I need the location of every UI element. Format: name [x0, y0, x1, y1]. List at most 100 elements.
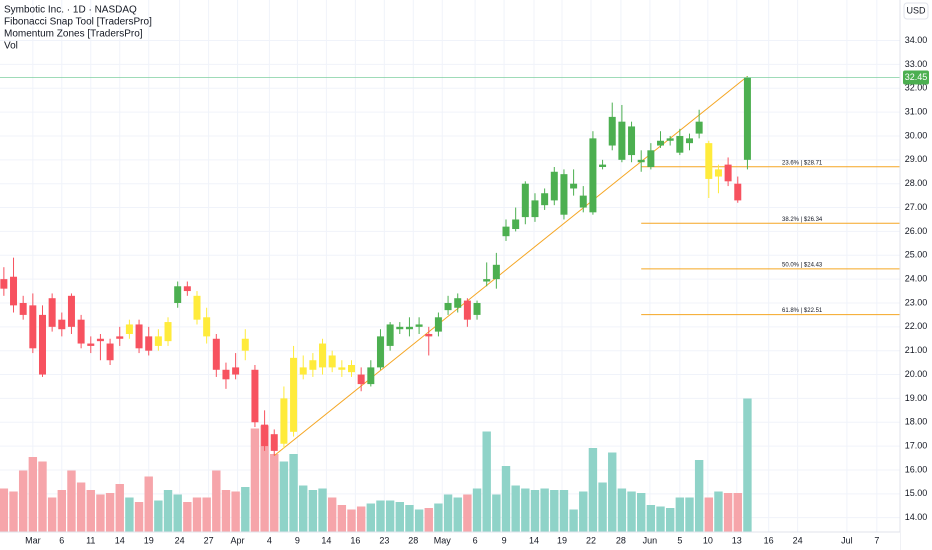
candle-body	[463, 300, 471, 320]
x-tick-label: 9	[502, 535, 507, 545]
y-tick-label: 29.00	[905, 154, 928, 164]
candle-body	[743, 77, 751, 160]
volume-bar	[492, 494, 501, 532]
y-tick-label: 17.00	[905, 440, 928, 450]
y-tick-label: 26.00	[905, 226, 928, 236]
candle-body	[734, 183, 742, 201]
candle-body	[444, 302, 452, 311]
candle-body	[77, 319, 85, 344]
volume-bar	[511, 485, 520, 532]
candle-body	[280, 398, 288, 444]
volume-bar	[704, 497, 713, 532]
candle-body	[473, 302, 481, 315]
volume-bar	[598, 482, 607, 532]
candle-body	[724, 164, 732, 182]
candle-body	[183, 286, 191, 292]
volume-bar	[105, 493, 115, 532]
candle-body	[550, 171, 558, 201]
candle-body	[415, 324, 423, 327]
volume-bar	[231, 491, 240, 532]
candle-body	[58, 319, 66, 330]
candle-body	[357, 374, 365, 385]
volume-bar	[395, 502, 404, 532]
volume-bar	[115, 484, 124, 532]
fib-label: 38.2% | $26.34	[782, 217, 823, 223]
volume-bar	[453, 497, 462, 532]
volume-bar	[356, 506, 366, 532]
chart-title: Symbotic Inc. · 1D · NASDAQ	[4, 5, 137, 16]
x-tick-label: 27	[204, 535, 214, 545]
plot-area: 23.6% | $28.71 38.2% | $26.34 50.0% | $24.…	[0, 0, 900, 532]
candle-body	[193, 295, 201, 320]
volume-bar	[540, 488, 549, 532]
candle-body	[67, 295, 75, 327]
candle-body	[145, 336, 153, 351]
x-tick-label: 28	[616, 535, 626, 545]
volume-bar	[279, 461, 289, 532]
price-label: 32.45	[905, 72, 928, 82]
volume-bar	[327, 497, 337, 532]
candle-body	[502, 226, 510, 237]
candle-body	[251, 369, 259, 423]
volume-bar	[299, 485, 308, 532]
candle-body	[48, 298, 56, 327]
volume-bar	[443, 494, 453, 532]
candle-body	[116, 336, 124, 339]
volume-bar	[646, 505, 656, 532]
x-tick-label: 22	[586, 535, 596, 545]
x-tick-label: 14	[321, 535, 331, 545]
candle-body	[676, 135, 684, 153]
candle-body	[637, 159, 645, 163]
x-tick-label: 4	[267, 535, 272, 545]
candle-body	[106, 343, 114, 361]
candle-body	[261, 424, 269, 447]
indicator-label: Momentum Zones [TradersPro]	[4, 29, 143, 40]
candle-body	[10, 276, 18, 306]
volume-bar	[366, 503, 376, 532]
y-tick-label: 25.00	[905, 250, 928, 260]
candle-body	[531, 200, 539, 218]
fib-label: 50.0% | $24.43	[782, 262, 823, 268]
volume-bar	[221, 490, 231, 532]
candle-body	[376, 336, 384, 368]
x-tick-label: 23	[379, 535, 389, 545]
candle-body	[87, 343, 95, 346]
volume-bar	[733, 493, 742, 532]
candle-body	[338, 367, 346, 370]
volume-bar	[617, 488, 627, 532]
candle-body	[396, 326, 404, 330]
candle-body	[714, 169, 722, 177]
candle-body	[405, 326, 413, 330]
candle-body	[579, 195, 587, 208]
volume-bar	[434, 503, 443, 532]
y-tick-label: 23.00	[905, 297, 928, 307]
x-tick-label: Mar	[25, 535, 41, 545]
x-tick-label: 24	[793, 535, 803, 545]
x-tick-label: 13	[732, 535, 742, 545]
candle-body	[154, 336, 162, 346]
volume-bar	[202, 497, 211, 532]
x-tick-label: 7	[874, 535, 879, 545]
volume-bar	[134, 502, 144, 532]
volume-bar	[96, 494, 105, 532]
volume-bar	[183, 502, 192, 532]
x-tick-label: 14	[115, 535, 125, 545]
volume-bar	[569, 509, 578, 532]
volume-bar	[260, 425, 269, 532]
candle-body	[203, 317, 211, 337]
currency-box	[903, 2, 929, 20]
y-tick-label: 32.00	[905, 83, 928, 93]
x-tick-label: Jun	[643, 535, 658, 545]
volume-bar	[47, 497, 57, 532]
x-tick-label: 9	[295, 535, 300, 545]
volume-bar	[28, 457, 38, 532]
y-tick-label: 14.00	[905, 512, 928, 522]
indicator-label: Vol	[4, 41, 18, 52]
candle-body	[96, 338, 104, 342]
y-tick-label: 20.00	[905, 369, 928, 379]
x-tick-label: Jul	[841, 535, 853, 545]
candle-body	[125, 324, 133, 334]
x-tick-label: 24	[175, 535, 185, 545]
time-axis	[0, 532, 900, 550]
